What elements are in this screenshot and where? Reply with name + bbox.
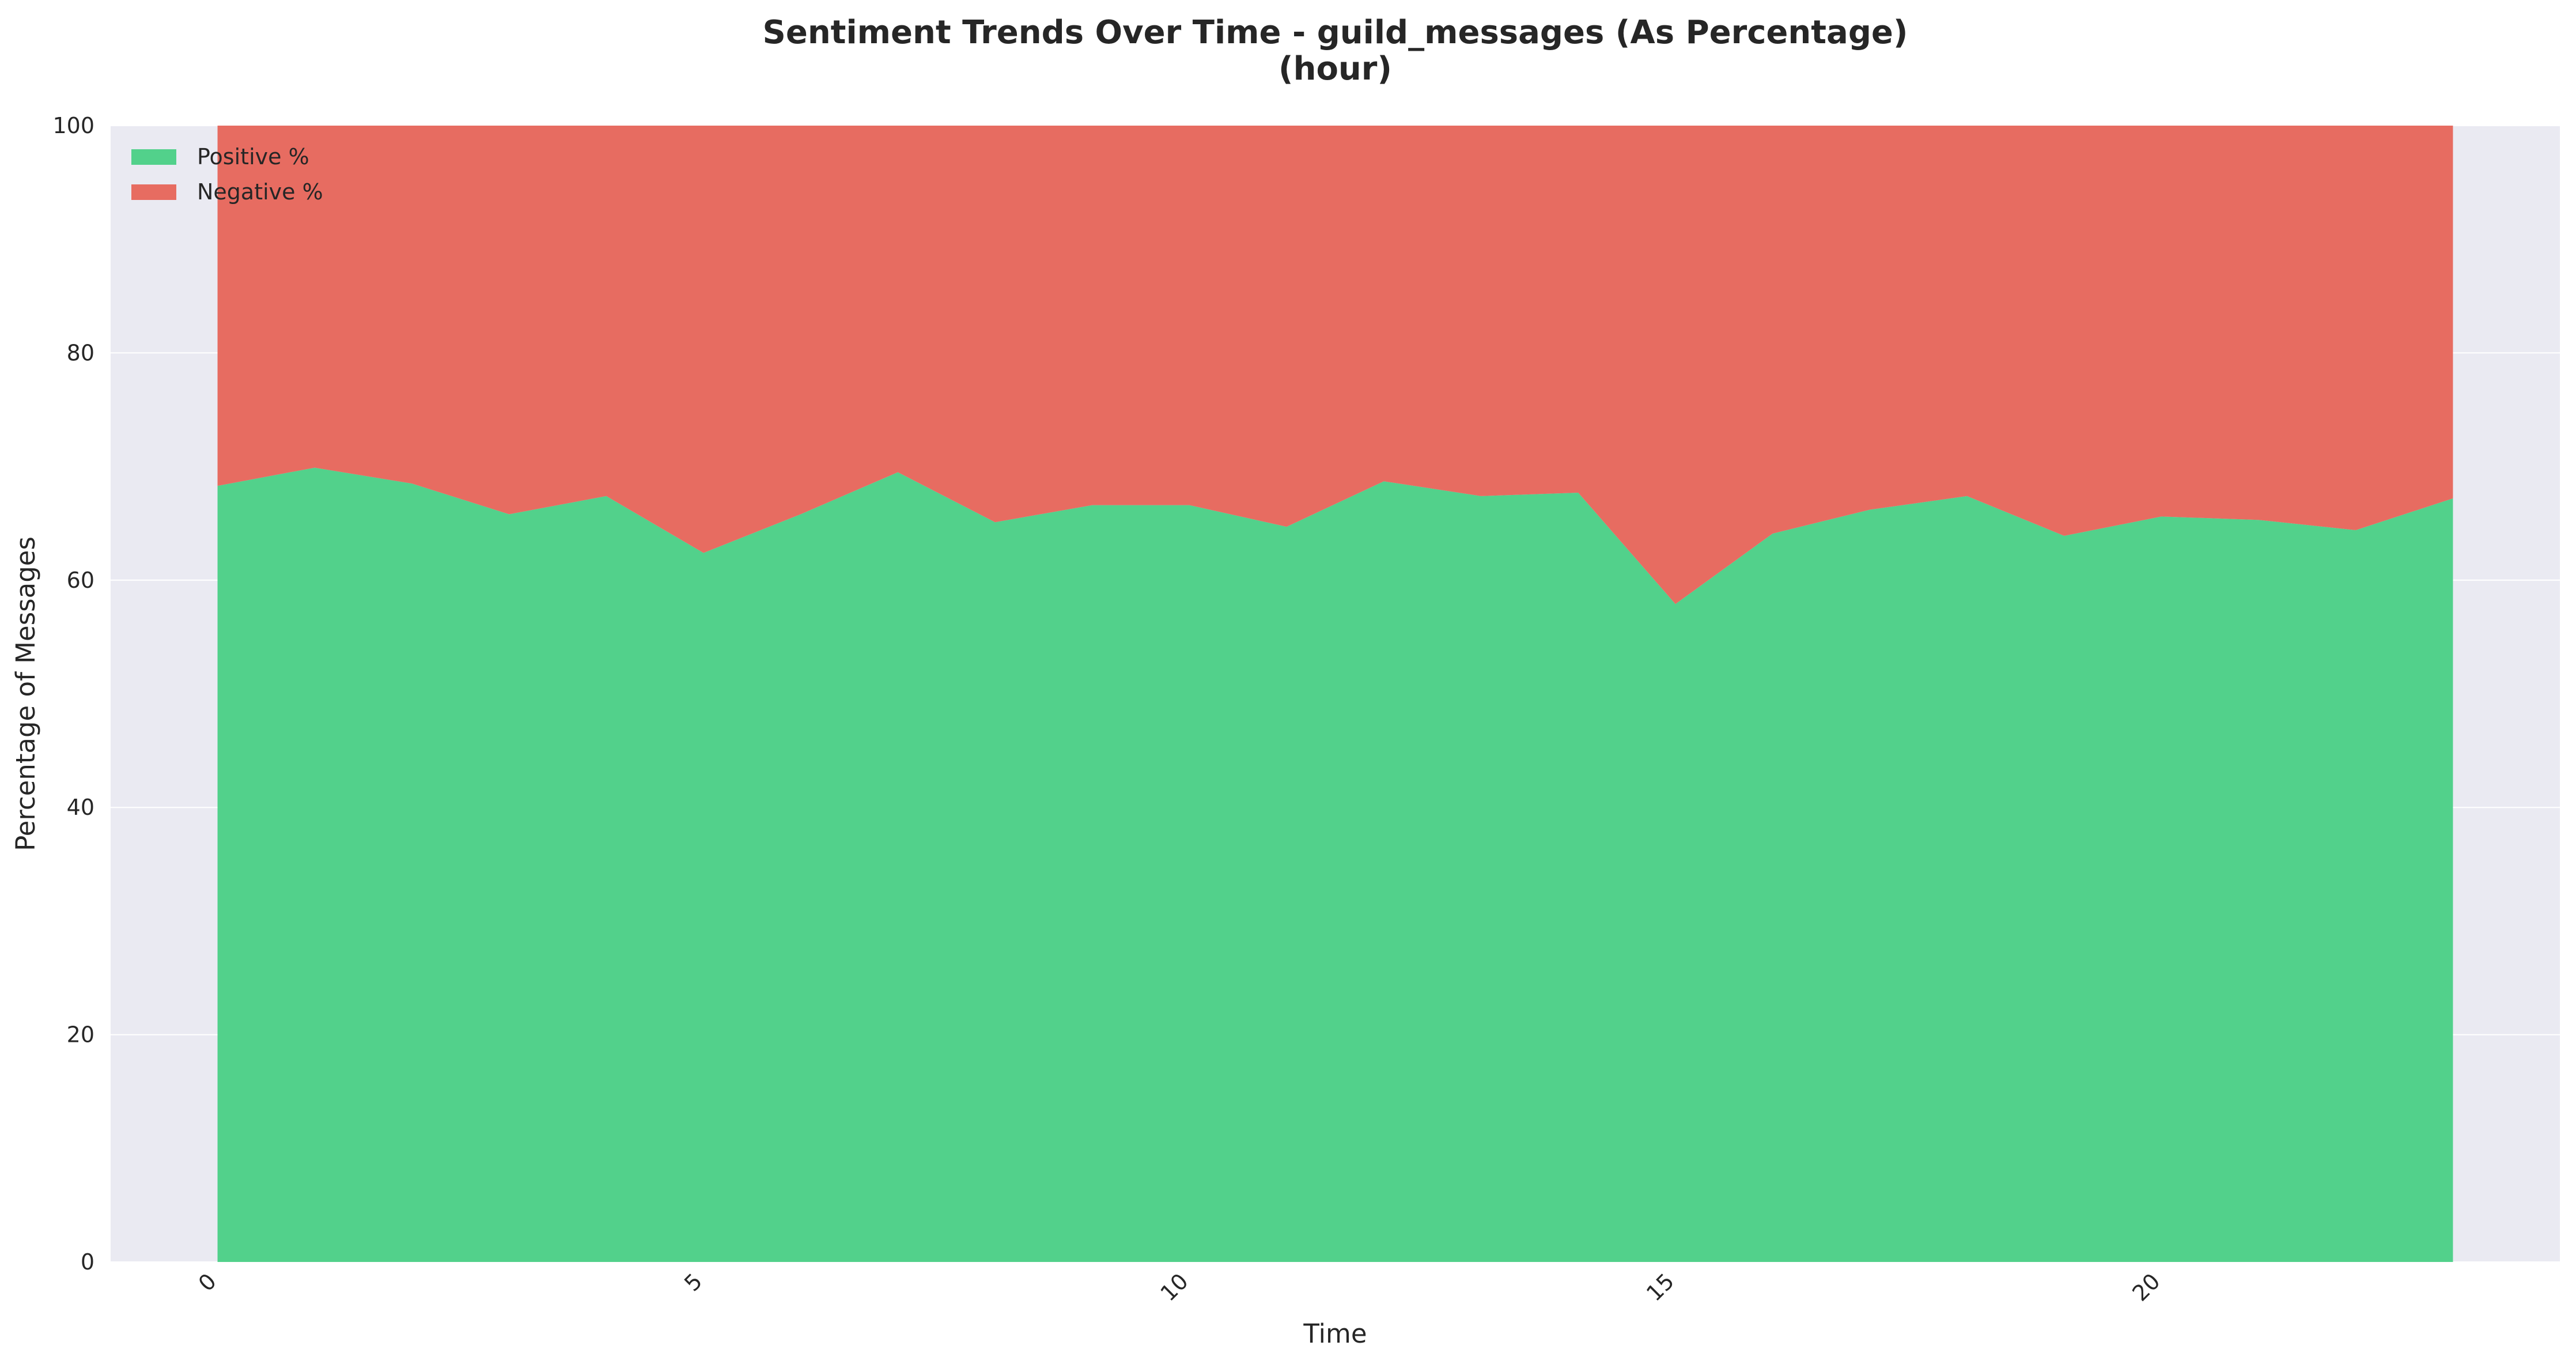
x-tick-label: 20 (2127, 1268, 2165, 1306)
y-tick-label: 100 (52, 113, 94, 138)
y-tick-label: 60 (67, 568, 94, 593)
y-tick-label: 0 (81, 1249, 94, 1275)
legend-label-negative: Negative % (197, 179, 323, 205)
x-axis-ticks: 0 5 10 15 20 (194, 1268, 2165, 1306)
x-tick-label: 0 (194, 1268, 221, 1296)
area-series (217, 126, 2453, 1262)
x-tick-label: 5 (679, 1268, 707, 1296)
chart-title: Sentiment Trends Over Time - guild_messa… (763, 14, 1908, 51)
x-tick-label: 10 (1156, 1268, 1193, 1306)
y-tick-label: 40 (67, 795, 94, 820)
area-series-positive (217, 467, 2453, 1262)
y-axis-label: Percentage of Messages (10, 536, 41, 851)
legend-swatch-positive (131, 149, 176, 165)
legend: Positive % Negative % (131, 144, 323, 205)
x-tick-label: 15 (1641, 1268, 1679, 1306)
legend-swatch-negative (131, 184, 176, 200)
area-series-negative (217, 126, 2453, 604)
legend-label-positive: Positive % (197, 144, 309, 169)
x-axis-label: Time (1303, 1318, 1367, 1349)
y-tick-label: 20 (67, 1022, 94, 1048)
y-axis-ticks: 0 20 40 60 80 100 (52, 113, 94, 1275)
chart-subtitle: (hour) (1278, 50, 1392, 88)
y-tick-label: 80 (67, 340, 94, 365)
